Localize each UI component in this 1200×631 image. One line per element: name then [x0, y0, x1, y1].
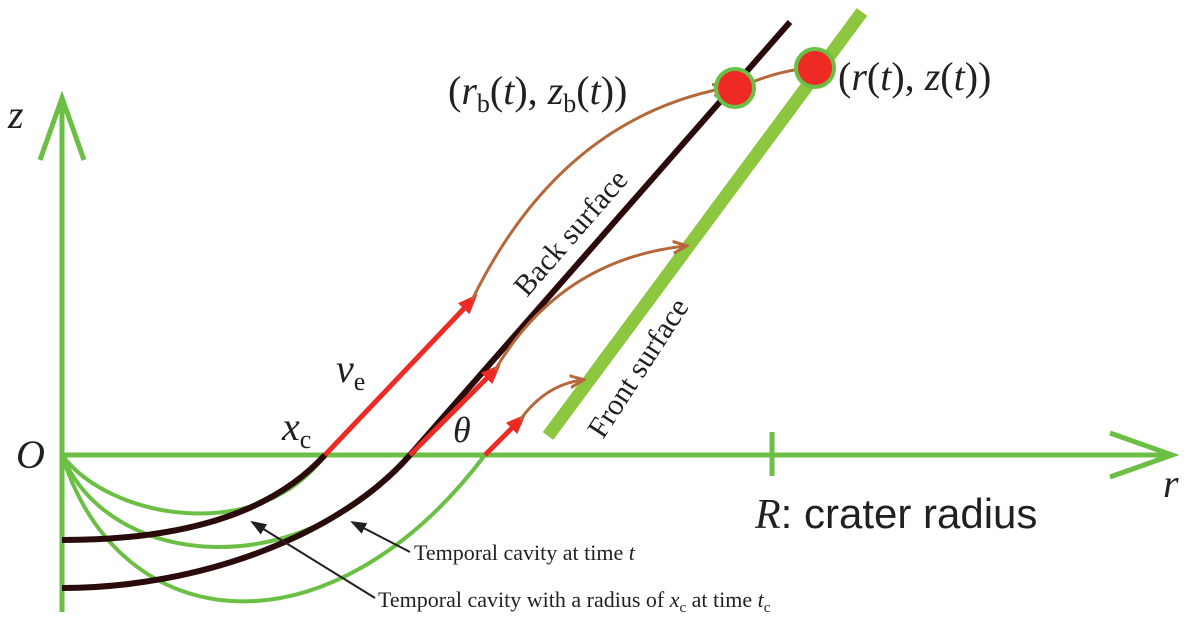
subscript: c — [679, 600, 686, 616]
back-surface-label: Back surface — [507, 163, 634, 302]
text: r — [461, 68, 477, 113]
annotation-arrow — [350, 521, 411, 553]
subscript: c — [300, 425, 312, 454]
annotation-tc: Temporal cavity with a radius of xc at t… — [378, 587, 771, 616]
cavities — [60, 453, 487, 604]
text: v — [336, 346, 354, 391]
cavity-curve — [60, 453, 487, 604]
text: Temporal cavity with a radius of — [378, 587, 670, 612]
text: ( — [838, 54, 851, 99]
subscript: e — [354, 367, 366, 396]
xc-label: xc — [281, 404, 311, 454]
text: ), — [514, 68, 547, 113]
cavity-curve — [60, 453, 327, 516]
annotation-arrow — [250, 520, 376, 599]
text: t — [629, 540, 636, 565]
theta-label: θ — [453, 410, 471, 450]
text: r — [851, 54, 867, 99]
text: : crater radius — [781, 490, 1038, 537]
text: t — [590, 68, 602, 113]
trajectory — [518, 380, 582, 421]
text: t — [954, 54, 966, 99]
annotation-t: Temporal cavity at time t — [414, 540, 636, 565]
velocity-arrow — [408, 364, 501, 457]
z-label: z — [7, 92, 24, 137]
text: ( — [867, 54, 880, 99]
subscript: b — [477, 89, 490, 118]
velocity-label: ve — [336, 346, 365, 396]
text: t — [758, 587, 765, 612]
trajectories — [470, 68, 812, 421]
trajectory — [493, 246, 685, 371]
text: )) — [965, 54, 992, 99]
r-arrowhead — [1109, 430, 1180, 480]
text: R — [754, 492, 781, 538]
r-label: r — [1163, 461, 1179, 506]
text: Temporal cavity at time — [414, 540, 629, 565]
velocity-arrows — [323, 294, 526, 457]
text: ), — [891, 54, 924, 99]
origin-label: O — [16, 432, 45, 477]
back-point — [714, 67, 756, 109]
text: ( — [490, 68, 503, 113]
text: t — [503, 68, 515, 113]
text: x — [281, 404, 300, 449]
velocity-arrow — [483, 414, 526, 457]
subscript: c — [764, 600, 771, 616]
text: x — [669, 587, 680, 612]
text: t — [880, 54, 892, 99]
text: ( — [576, 68, 589, 113]
crater-label: R: crater radius — [754, 490, 1037, 538]
subscript: b — [563, 89, 576, 118]
text: ( — [940, 54, 953, 99]
front-point-label: (r(t), z(t)) — [838, 54, 991, 99]
text: z — [924, 54, 941, 99]
back-surface-line — [61, 20, 793, 591]
cavity-xc-black — [61, 452, 328, 543]
text: at time — [686, 587, 757, 612]
text: ( — [448, 68, 461, 113]
text: )) — [601, 68, 628, 113]
text: z — [547, 68, 564, 113]
z-arrowhead — [37, 90, 87, 161]
trajectory — [470, 88, 725, 301]
axes — [37, 90, 1180, 612]
velocity-arrow — [323, 294, 478, 457]
back-point-label: (rb(t), zb(t)) — [448, 68, 627, 118]
front-point — [794, 47, 836, 89]
